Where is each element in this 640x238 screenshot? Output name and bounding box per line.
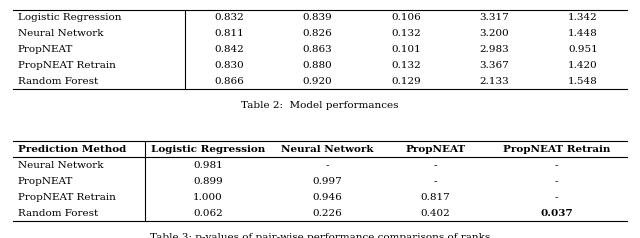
Text: Logistic Regression: Logistic Regression bbox=[151, 145, 265, 154]
Text: 0.899: 0.899 bbox=[193, 177, 223, 186]
Text: 0.037: 0.037 bbox=[540, 209, 573, 218]
Text: 2.133: 2.133 bbox=[479, 77, 509, 86]
Text: 0.132: 0.132 bbox=[391, 29, 421, 38]
Text: -: - bbox=[555, 161, 558, 170]
Text: 0.842: 0.842 bbox=[214, 45, 244, 54]
Text: 0.863: 0.863 bbox=[303, 45, 332, 54]
Text: PropNEAT: PropNEAT bbox=[18, 177, 73, 186]
Text: 3.317: 3.317 bbox=[479, 13, 509, 22]
Text: 0.402: 0.402 bbox=[420, 209, 450, 218]
Text: 0.062: 0.062 bbox=[193, 209, 223, 218]
Text: 0.826: 0.826 bbox=[303, 29, 332, 38]
Text: 0.101: 0.101 bbox=[391, 45, 421, 54]
Text: 1.548: 1.548 bbox=[568, 77, 598, 86]
Text: -: - bbox=[433, 177, 437, 186]
Text: 3.367: 3.367 bbox=[479, 61, 509, 70]
Text: -: - bbox=[433, 161, 437, 170]
Text: 0.832: 0.832 bbox=[214, 13, 244, 22]
Text: 0.880: 0.880 bbox=[303, 61, 332, 70]
Text: 2.983: 2.983 bbox=[479, 45, 509, 54]
Text: Neural Network: Neural Network bbox=[18, 29, 103, 38]
Text: Neural Network: Neural Network bbox=[18, 161, 103, 170]
Text: -: - bbox=[555, 177, 558, 186]
Text: Random Forest: Random Forest bbox=[18, 77, 98, 86]
Text: PropNEAT: PropNEAT bbox=[405, 145, 465, 154]
Text: 0.920: 0.920 bbox=[303, 77, 332, 86]
Text: 0.132: 0.132 bbox=[391, 61, 421, 70]
Text: 1.448: 1.448 bbox=[568, 29, 598, 38]
Text: Logistic Regression: Logistic Regression bbox=[18, 13, 121, 22]
Text: 0.817: 0.817 bbox=[420, 193, 450, 202]
Text: 0.981: 0.981 bbox=[193, 161, 223, 170]
Text: 1.000: 1.000 bbox=[193, 193, 223, 202]
Text: 0.106: 0.106 bbox=[391, 13, 421, 22]
Text: 0.839: 0.839 bbox=[303, 13, 332, 22]
Text: Table 3: p-values of pair-wise performance comparisons of ranks: Table 3: p-values of pair-wise performan… bbox=[150, 233, 490, 238]
Text: 0.811: 0.811 bbox=[214, 29, 244, 38]
Text: 0.997: 0.997 bbox=[313, 177, 342, 186]
Text: PropNEAT Retrain: PropNEAT Retrain bbox=[503, 145, 610, 154]
Text: PropNEAT Retrain: PropNEAT Retrain bbox=[18, 61, 116, 70]
Text: 3.200: 3.200 bbox=[479, 29, 509, 38]
Text: 0.866: 0.866 bbox=[214, 77, 244, 86]
Text: -: - bbox=[326, 161, 330, 170]
Text: 0.946: 0.946 bbox=[313, 193, 342, 202]
Text: PropNEAT: PropNEAT bbox=[18, 45, 73, 54]
Text: Random Forest: Random Forest bbox=[18, 209, 98, 218]
Text: 0.830: 0.830 bbox=[214, 61, 244, 70]
Text: Neural Network: Neural Network bbox=[282, 145, 374, 154]
Text: Table 2:  Model performances: Table 2: Model performances bbox=[241, 101, 399, 110]
Text: 1.342: 1.342 bbox=[568, 13, 598, 22]
Text: Prediction Method: Prediction Method bbox=[18, 145, 126, 154]
Text: -: - bbox=[555, 193, 558, 202]
Text: PropNEAT Retrain: PropNEAT Retrain bbox=[18, 193, 116, 202]
Text: 0.226: 0.226 bbox=[313, 209, 342, 218]
Text: 1.420: 1.420 bbox=[568, 61, 598, 70]
Text: 0.951: 0.951 bbox=[568, 45, 598, 54]
Text: 0.129: 0.129 bbox=[391, 77, 421, 86]
